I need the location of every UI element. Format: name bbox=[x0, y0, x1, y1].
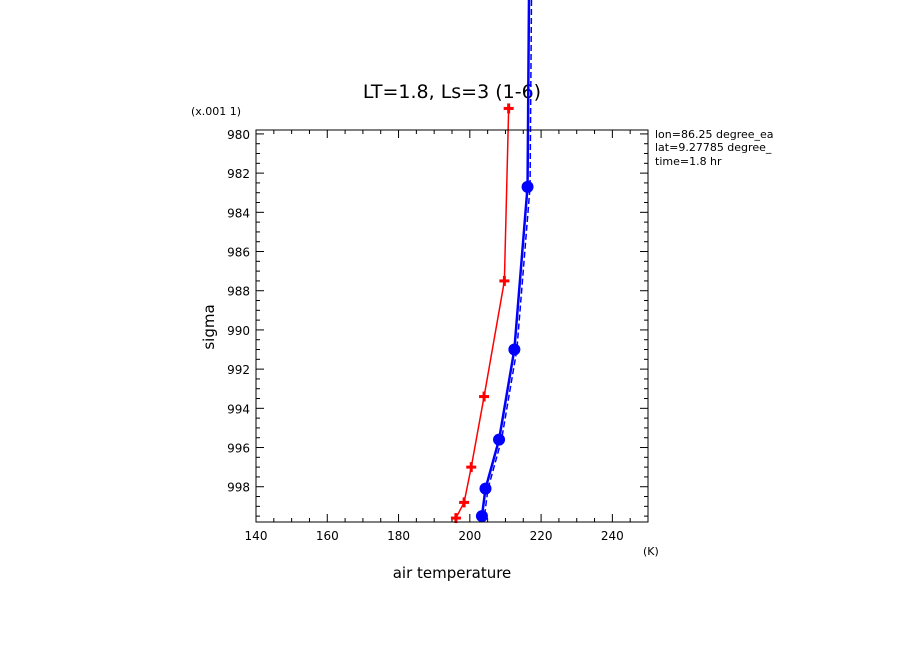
annotation-lon: lon=86.25 degree_ea bbox=[655, 128, 774, 141]
y-tick-label: 990 bbox=[227, 324, 250, 338]
plot-frame bbox=[255, 129, 649, 523]
series-2-line-secondary bbox=[483, 0, 533, 517]
y-unit-label: (x.001 1) bbox=[191, 105, 241, 118]
series-2 bbox=[475, 0, 534, 523]
y-tick-label: 984 bbox=[227, 206, 250, 220]
y-axis-label: sigma bbox=[200, 304, 218, 349]
y-tick-label: 996 bbox=[227, 442, 250, 456]
tick-labels: 140 160 180 200 220 240 980 982 984 986 988 990 992 9… bbox=[227, 128, 624, 543]
x-tick-label: 140 bbox=[245, 529, 268, 543]
x-tick-label: 180 bbox=[387, 529, 410, 543]
data-point-circle bbox=[508, 343, 521, 356]
data-point-plus bbox=[479, 391, 490, 402]
data-point-circle bbox=[493, 433, 506, 446]
x-tick-label: 240 bbox=[601, 529, 624, 543]
data-point-plus bbox=[499, 275, 510, 286]
x-tick-label: 200 bbox=[458, 529, 481, 543]
data-point-plus bbox=[450, 513, 461, 524]
y-tick-label: 982 bbox=[227, 167, 250, 181]
series-1 bbox=[450, 103, 514, 524]
y-tick-label: 994 bbox=[227, 402, 250, 416]
data-point-plus bbox=[466, 462, 477, 473]
data-point-plus bbox=[503, 103, 514, 114]
x-tick-label: 160 bbox=[316, 529, 339, 543]
x-tick-label: 220 bbox=[530, 529, 553, 543]
chart-title: LT=1.8, Ls=3 (1-6) bbox=[363, 81, 541, 103]
data-point-plus bbox=[459, 497, 470, 508]
x-axis-label: air temperature bbox=[393, 564, 512, 582]
annotations: lon=86.25 degree_ea lat=9.27785 degree_ … bbox=[655, 128, 774, 168]
axis-ticks bbox=[255, 130, 649, 522]
data-point-circle bbox=[475, 510, 488, 523]
y-tick-label: 992 bbox=[227, 363, 250, 377]
y-tick-label: 998 bbox=[227, 481, 250, 495]
y-tick-label: 980 bbox=[227, 128, 250, 142]
series-layer bbox=[450, 0, 534, 524]
x-unit-label: (K) bbox=[643, 545, 659, 558]
series-1-line bbox=[455, 108, 510, 519]
y-tick-label: 986 bbox=[227, 246, 250, 260]
annotation-time: time=1.8 hr bbox=[655, 155, 722, 168]
y-tick-label: 988 bbox=[227, 285, 250, 299]
data-point-circle bbox=[521, 180, 534, 193]
annotation-lat: lat=9.27785 degree_ bbox=[655, 141, 772, 154]
data-point-circle bbox=[479, 482, 492, 495]
